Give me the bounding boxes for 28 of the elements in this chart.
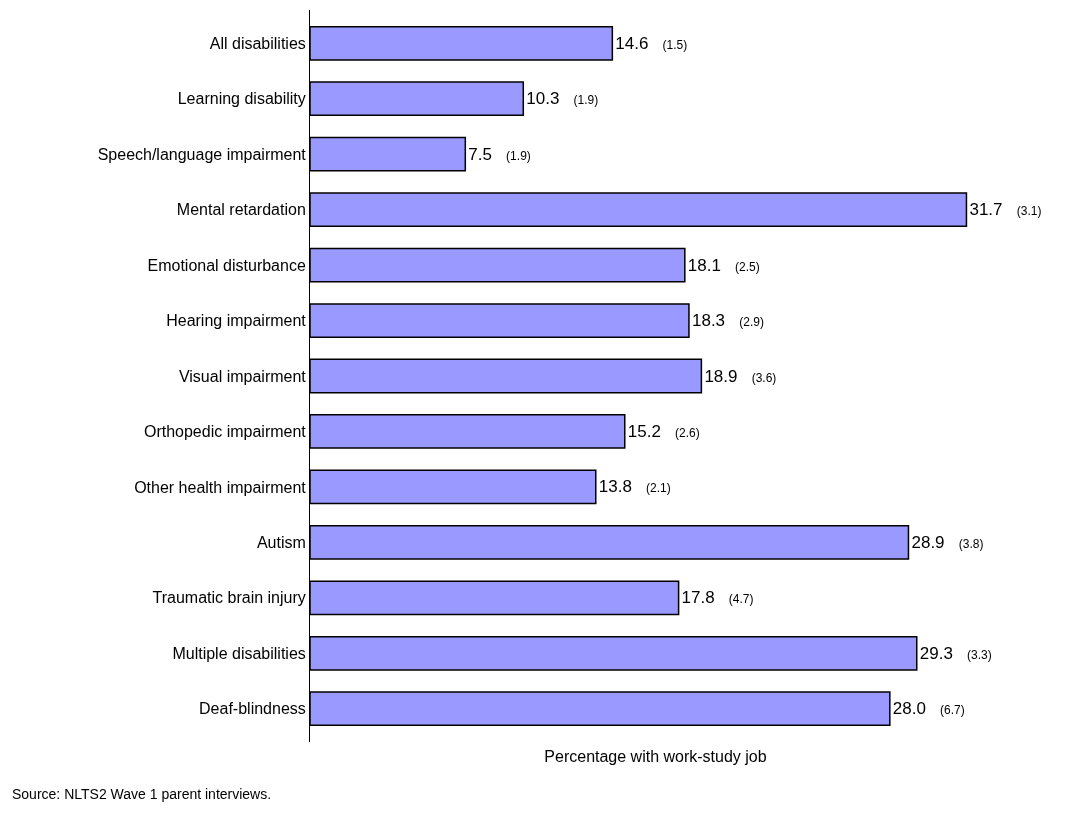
y-tick-label: Learning disability — [177, 90, 306, 108]
y-tick-label: Emotional disturbance — [147, 256, 306, 274]
y-tick-label: Deaf-blindness — [199, 700, 306, 718]
data-label: 18.3 (2.9) — [691, 311, 764, 331]
data-label: 17.8 (4.7) — [681, 588, 754, 608]
y-tick-label: Other health impairment — [134, 478, 307, 496]
y-tick-label: Speech/language impairment — [97, 145, 307, 163]
y-tick-label: Hearing impairment — [166, 312, 307, 330]
data-label: 28.0 (6.7) — [892, 699, 965, 719]
y-tick-label: Traumatic brain injury — [152, 589, 306, 607]
data-label: 29.3 (3.3) — [919, 643, 992, 663]
y-tick-label: Mental retardation — [176, 201, 306, 219]
data-label: 31.7 (3.1) — [969, 200, 1042, 220]
y-tick-label: Orthopedic impairment — [143, 423, 307, 441]
data-label: 13.8 (2.1) — [598, 477, 671, 497]
source-note: Source: NLTS2 Wave 1 parent interviews. — [12, 786, 272, 802]
data-label: 7.5 (1.9) — [468, 144, 531, 164]
x-axis-title: Percentage with work-study job — [544, 747, 767, 765]
data-label: 15.2 (2.6) — [627, 421, 700, 441]
data-label: 28.9 (3.8) — [911, 532, 984, 552]
y-tick-label: Multiple disabilities — [172, 644, 306, 662]
data-label: 10.3 (1.9) — [526, 89, 599, 109]
y-tick-label: Visual impairment — [178, 367, 307, 385]
data-label: 14.6 (1.5) — [615, 33, 688, 53]
data-label: 18.1 (2.5) — [687, 255, 760, 275]
data-label: 18.9 (3.6) — [704, 366, 777, 386]
y-tick-label: Autism — [256, 533, 306, 551]
y-tick-label: All disabilities — [209, 34, 306, 52]
